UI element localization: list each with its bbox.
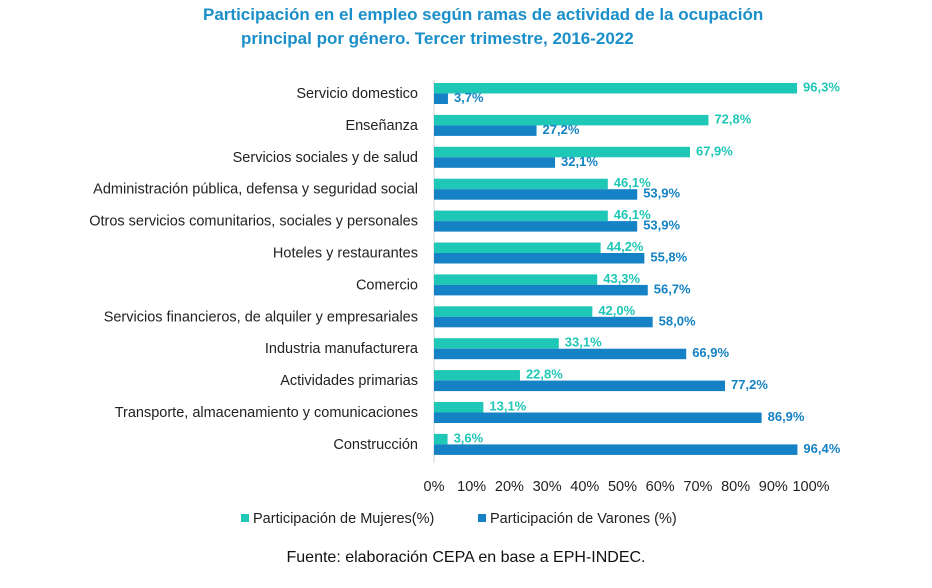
bar-varones bbox=[434, 380, 726, 392]
bar-mujeres bbox=[434, 83, 798, 94]
bar-mujeres bbox=[434, 338, 559, 349]
data-label-mujeres: 33,1% bbox=[565, 335, 602, 350]
x-tick-label: 60% bbox=[646, 479, 675, 495]
category-label: Hoteles y restaurantes bbox=[273, 246, 418, 262]
legend-item-mujeres-swatch bbox=[241, 514, 249, 522]
bar-mujeres bbox=[434, 242, 601, 253]
category-label: Industria manufacturera bbox=[265, 341, 419, 357]
bar-mujeres bbox=[434, 210, 608, 222]
bar-varones bbox=[434, 157, 556, 168]
legend-item-mujeres-label: Participación de Mujeres(%) bbox=[253, 511, 434, 527]
bar-varones bbox=[434, 444, 798, 455]
bar-mujeres bbox=[434, 370, 520, 381]
data-label-varones: 27,2% bbox=[543, 122, 580, 137]
data-label-varones: 55,8% bbox=[650, 250, 687, 265]
x-tick-label: 50% bbox=[608, 479, 637, 495]
category-label: Actividades primarias bbox=[280, 373, 418, 389]
data-label-varones: 32,1% bbox=[561, 154, 598, 169]
x-tick-label: 40% bbox=[570, 479, 599, 495]
data-label-varones: 53,9% bbox=[643, 218, 680, 233]
category-label: Comercio bbox=[356, 277, 418, 293]
category-label: Enseñanza bbox=[345, 118, 418, 134]
bar-chart: Servicio domestico 96,3% 3,7% Enseñanza 72,8… bbox=[89, 80, 841, 528]
bar-varones bbox=[434, 316, 653, 328]
bar-mujeres bbox=[434, 178, 608, 190]
x-tick-label: 0% bbox=[424, 479, 445, 495]
data-label-mujeres: 22,8% bbox=[526, 367, 563, 382]
x-tick-label: 80% bbox=[721, 479, 750, 495]
data-label-mujeres: 42,0% bbox=[598, 303, 635, 318]
category-label: Administración pública, defensa y seguri… bbox=[93, 182, 418, 198]
legend-item-varones-swatch bbox=[478, 514, 486, 522]
data-label-varones: 58,0% bbox=[659, 313, 696, 328]
bar-mujeres bbox=[434, 274, 598, 285]
bar-varones bbox=[434, 221, 638, 232]
category-label: Servicios sociales y de salud bbox=[233, 150, 418, 166]
x-tick-label: 90% bbox=[759, 479, 788, 495]
x-tick-label: 20% bbox=[495, 479, 524, 495]
legend-item-varones-label: Participación de Varones (%) bbox=[490, 511, 677, 527]
data-label-mujeres: 46,1% bbox=[614, 175, 651, 190]
chart-title-line-1: Participación en el empleo según ramas d… bbox=[203, 5, 764, 24]
source-note: Fuente: elaboración CEPA en base a EPH-I… bbox=[286, 549, 646, 566]
category-label: Servicios financieros, de alquiler y emp… bbox=[104, 309, 418, 325]
bar-mujeres bbox=[434, 402, 484, 413]
bar-varones bbox=[434, 189, 638, 200]
data-label-varones: 56,7% bbox=[654, 281, 691, 296]
bar-mujeres bbox=[434, 114, 709, 126]
data-label-mujeres: 67,9% bbox=[696, 143, 733, 158]
data-label-varones: 66,9% bbox=[692, 345, 729, 360]
category-label: Construcción bbox=[333, 437, 418, 453]
bar-varones bbox=[434, 253, 645, 264]
data-label-varones: 77,2% bbox=[731, 377, 768, 392]
x-tick-label: 70% bbox=[683, 479, 712, 495]
data-label-mujeres: 3,6% bbox=[454, 430, 484, 445]
category-label: Transporte, almacenamiento y comunicacio… bbox=[115, 405, 418, 421]
category-label: Otros servicios comunitarios, sociales y… bbox=[89, 214, 418, 230]
data-label-varones: 96,4% bbox=[803, 441, 840, 456]
x-tick-label: 10% bbox=[457, 479, 486, 495]
data-label-varones: 3,7% bbox=[454, 90, 484, 105]
data-label-mujeres: 44,2% bbox=[607, 239, 644, 254]
chart-title-line-2: principal por género. Tercer trimestre, … bbox=[241, 29, 634, 48]
bar-mujeres bbox=[434, 433, 448, 445]
bar-varones bbox=[434, 348, 687, 360]
x-tick-label: 30% bbox=[533, 479, 562, 495]
data-label-mujeres: 43,3% bbox=[603, 271, 640, 286]
data-label-mujeres: 46,1% bbox=[614, 207, 651, 222]
data-label-varones: 53,9% bbox=[643, 186, 680, 201]
bar-varones bbox=[434, 284, 648, 296]
bar-varones bbox=[434, 412, 762, 423]
data-label-varones: 86,9% bbox=[768, 409, 805, 424]
data-label-mujeres: 13,1% bbox=[489, 399, 526, 414]
data-label-mujeres: 96,3% bbox=[803, 80, 840, 95]
x-tick-label: 100% bbox=[792, 479, 829, 495]
category-label: Servicio domestico bbox=[296, 86, 418, 102]
bar-varones bbox=[434, 125, 537, 136]
bar-varones bbox=[434, 93, 448, 104]
data-label-mujeres: 72,8% bbox=[714, 111, 751, 126]
bar-mujeres bbox=[434, 146, 690, 158]
bar-mujeres bbox=[434, 306, 593, 317]
